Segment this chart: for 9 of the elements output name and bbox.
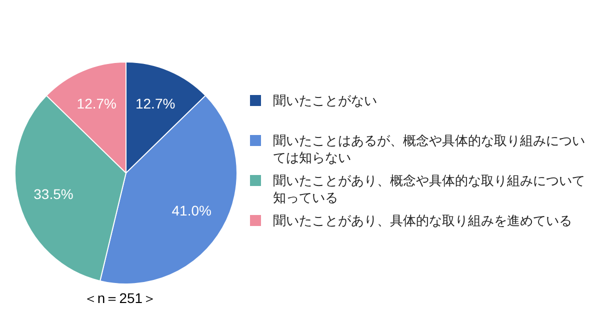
text: ＜n＝251＞	[82, 290, 158, 308]
data-label: 12.7%	[76, 95, 116, 112]
legend-label: 聞いたことがあり、概念や具体的な取り組みについて知っている	[273, 172, 585, 206]
data-label: 33.5%	[34, 186, 74, 202]
data-label: 41.0%	[172, 202, 212, 218]
legend-label: 聞いたことがあり、具体的な取り組みを進めている	[273, 212, 572, 229]
legend-label: 聞いたことがない	[273, 92, 377, 109]
data-label: 12.7%	[136, 95, 176, 112]
legend-label: 聞いたことはあるが、概念や具体的な取り組みについては知らない	[273, 132, 585, 166]
